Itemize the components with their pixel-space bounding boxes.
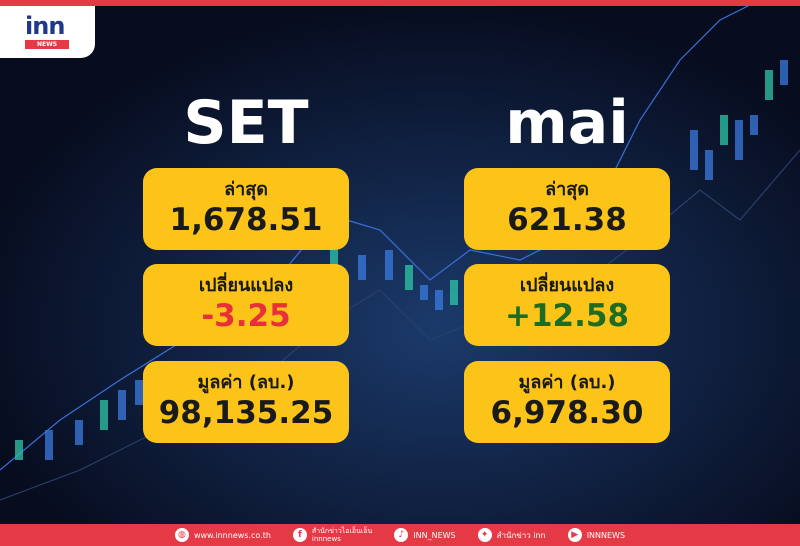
set-title: SET (183, 88, 309, 158)
latest-value: 1,678.51 (169, 202, 323, 238)
value-label: มูลค่า (ลบ.) (197, 372, 295, 393)
mai-value-card: มูลค่า (ลบ.) 6,978.30 (464, 361, 670, 443)
latest-label: ล่าสุด (224, 179, 268, 200)
candle (405, 265, 413, 290)
candle (420, 285, 428, 300)
footer-website[interactable]: ◍ www.innnews.co.th (174, 528, 271, 542)
youtube-text: INNNEWS (586, 530, 626, 540)
candle (330, 245, 338, 275)
youtube-icon: ▶ (567, 528, 582, 542)
candle (15, 440, 23, 460)
top-bar (0, 0, 800, 6)
value-label: มูลค่า (ลบ.) (518, 372, 616, 393)
logo-sub: NEWS (25, 40, 69, 49)
trade-value: 98,135.25 (158, 395, 334, 431)
set-value-card: มูลค่า (ลบ.) 98,135.25 (143, 361, 349, 443)
candle (135, 380, 143, 405)
latest-label: ล่าสุด (545, 179, 589, 200)
candle (450, 280, 458, 305)
candle (780, 60, 788, 85)
candle (385, 250, 393, 280)
candle (45, 430, 53, 460)
twitter-text: สำนักข่าว inn (496, 530, 546, 540)
candle (765, 70, 773, 100)
facebook-icon: f (292, 528, 307, 542)
footer-twitter[interactable]: ✦ สำนักข่าว inn (477, 528, 546, 542)
change-value: -3.25 (201, 298, 291, 334)
candle (690, 130, 698, 170)
mai-title: mai (505, 88, 629, 158)
trade-value: 6,978.30 (490, 395, 644, 431)
set-latest-card: ล่าสุด 1,678.51 (143, 168, 349, 250)
candle (750, 115, 758, 135)
logo-text: inn (25, 12, 65, 40)
twitter-icon: ✦ (477, 528, 492, 542)
mai-latest-card: ล่าสุด 621.38 (464, 168, 670, 250)
candle (435, 290, 443, 310)
candle (358, 255, 366, 280)
footer-tiktok[interactable]: ♪ INN_NEWS (394, 528, 456, 542)
inn-news-logo: inn NEWS (0, 0, 95, 58)
facebook-text: สำนักข่าวไอเอ็นเอ็น (311, 527, 373, 535)
candle (100, 400, 108, 430)
footer-youtube[interactable]: ▶ INNNEWS (567, 528, 626, 542)
mai-change-card: เปลี่ยนแปลง +12.58 (464, 264, 670, 346)
tiktok-text: INN_NEWS (413, 530, 456, 540)
candle (720, 115, 728, 145)
candle (735, 120, 743, 160)
website-text: www.innnews.co.th (193, 530, 271, 540)
set-change-card: เปลี่ยนแปลง -3.25 (143, 264, 349, 346)
tiktok-icon: ♪ (394, 528, 409, 542)
globe-icon: ◍ (174, 528, 189, 542)
candle (75, 420, 83, 445)
facebook-handle: innnews (311, 535, 341, 543)
candle (705, 150, 713, 180)
footer: ◍ www.innnews.co.th f สำนักข่าวไอเอ็นเอ็น i… (0, 524, 800, 546)
change-label: เปลี่ยนแปลง (198, 275, 294, 296)
latest-value: 621.38 (507, 202, 627, 238)
candle (118, 390, 126, 420)
footer-facebook[interactable]: f สำนักข่าวไอเอ็นเอ็น innnews (292, 527, 373, 543)
change-label: เปลี่ยนแปลง (519, 275, 615, 296)
change-value: +12.58 (504, 298, 630, 334)
